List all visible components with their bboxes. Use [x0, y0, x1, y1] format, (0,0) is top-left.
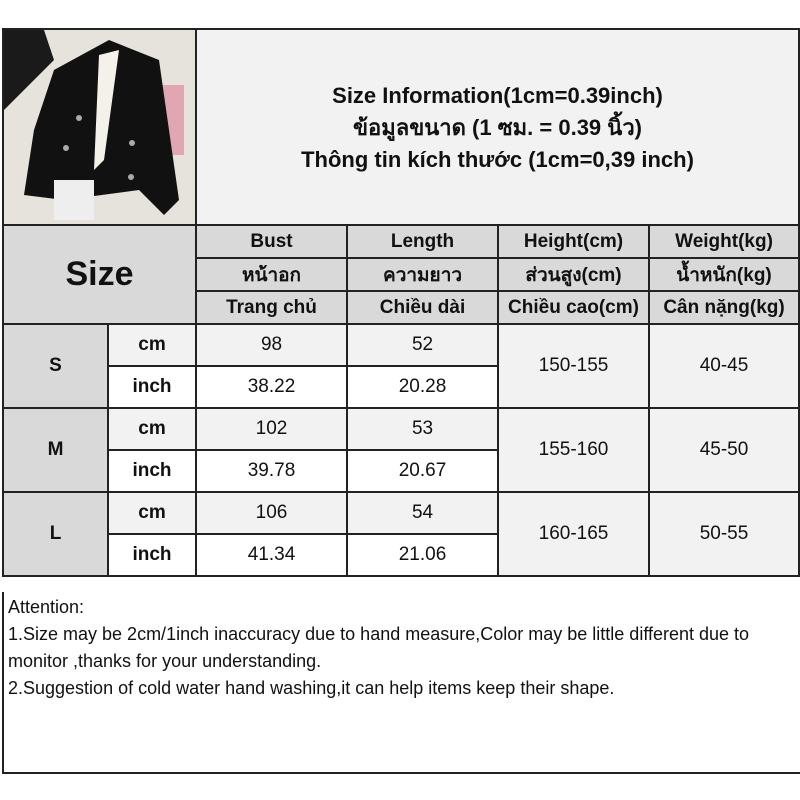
bust-inch: 39.78: [195, 449, 349, 493]
length-inch: 20.28: [346, 365, 500, 409]
col-weight-en: Weight(kg): [648, 224, 800, 259]
attention-item: 2.Suggestion of cold water hand washing,…: [8, 678, 615, 698]
table-row: M cm 102 53 155-160 45-50: [2, 407, 800, 493]
title-thai: ข้อมูลขนาด (1 ซม. = 0.39 นิ้ว): [352, 115, 642, 140]
length-inch: 20.67: [346, 449, 500, 493]
height-range: 160-165: [497, 491, 651, 577]
table-row: S cm 98 52 150-155 40-45: [2, 323, 800, 409]
weight-range: 40-45: [648, 323, 800, 409]
unit-cm: cm: [106, 323, 198, 367]
col-length-en: Length: [346, 224, 500, 259]
weight-range: 50-55: [648, 491, 800, 577]
bust-cm: 98: [195, 323, 349, 367]
product-image: [4, 30, 197, 226]
height-range: 150-155: [497, 323, 651, 409]
size-label: M: [2, 407, 109, 493]
length-inch: 21.06: [346, 533, 500, 577]
table-row: L cm 106 54 160-165 50-55: [2, 491, 800, 577]
length-cm: 54: [346, 491, 500, 535]
col-height-en: Height(cm): [497, 224, 651, 259]
bust-inch: 38.22: [195, 365, 349, 409]
unit-inch: inch: [106, 449, 198, 493]
table-row: inch 38.22 20.28: [3, 365, 799, 409]
col-length-th: ความยาว: [346, 257, 500, 292]
size-label: L: [2, 491, 109, 577]
col-bust-th: หน้าอก: [195, 257, 349, 292]
col-bust-vi: Trang chủ: [195, 290, 349, 325]
height-range: 155-160: [497, 407, 651, 493]
col-weight-vi: Cân nặng(kg): [648, 290, 800, 325]
col-height-th: ส่วนสูง(cm): [497, 257, 651, 292]
col-bust-en: Bust: [195, 224, 349, 259]
length-cm: 53: [346, 407, 500, 451]
title-block: Size Information(1cm=0.39inch) ข้อมูลขนา…: [197, 30, 798, 226]
attention-box: Attention: 1.Size may be 2cm/1inch inacc…: [2, 592, 800, 774]
attention-item: 1.Size may be 2cm/1inch inaccuracy due t…: [8, 624, 755, 671]
unit-cm: cm: [106, 491, 198, 535]
table-row: inch 39.78 20.67: [3, 449, 799, 493]
unit-inch: inch: [106, 533, 198, 577]
unit-inch: inch: [106, 365, 198, 409]
col-length-vi: Chiều dài: [346, 290, 500, 325]
bust-cm: 106: [195, 491, 349, 535]
bust-cm: 102: [195, 407, 349, 451]
attention-title: Attention:: [8, 597, 85, 617]
bust-inch: 41.34: [195, 533, 349, 577]
size-label: S: [2, 323, 109, 409]
header-section: Size Information(1cm=0.39inch) ข้อมูลขนา…: [2, 28, 800, 226]
title-vietnamese: Thông tin kích thước (1cm=0,39 inch): [301, 147, 694, 172]
unit-cm: cm: [106, 407, 198, 451]
title-english: Size Information(1cm=0.39inch): [332, 83, 663, 108]
col-weight-th: น้ำหนัก(kg): [648, 257, 800, 292]
size-header: Size: [1, 224, 198, 325]
size-table: Size Bust Length Height(cm) Weight(kg) ห…: [1, 224, 800, 577]
col-height-vi: Chiều cao(cm): [497, 290, 651, 325]
table-row: inch 41.34 21.06: [3, 533, 799, 577]
weight-range: 45-50: [648, 407, 800, 493]
length-cm: 52: [346, 323, 500, 367]
